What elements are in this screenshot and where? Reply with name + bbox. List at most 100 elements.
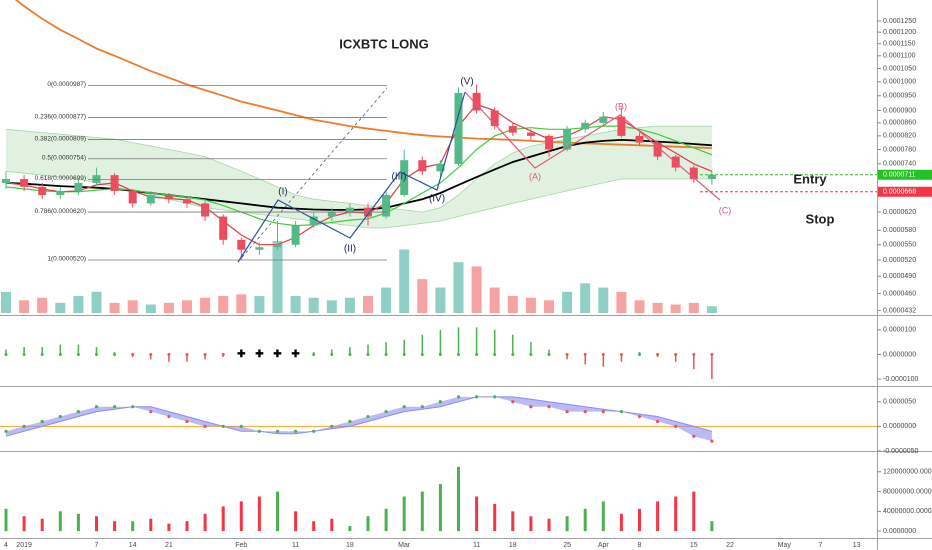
fib-label: 0.382(0.0000809) (35, 135, 86, 142)
bar-dot (149, 352, 153, 356)
bar (656, 501, 660, 532)
y-tick-label: 0.0001150 (883, 41, 916, 48)
bar-dot (493, 352, 497, 356)
volume-bar (182, 300, 192, 313)
volume-bar (145, 304, 156, 313)
indicator-line (5, 125, 713, 227)
y-tick-label: 0.0000490 (883, 273, 916, 280)
macd-dot (420, 405, 424, 409)
bar-dot (58, 352, 62, 356)
bar-cross: ✚ (237, 349, 246, 360)
bar (638, 508, 641, 532)
fib-label: 0.786(0.0000620) (35, 208, 86, 215)
candle-body (508, 126, 517, 133)
wave-label: (I) (278, 187, 287, 198)
macd-dot (366, 414, 370, 419)
macd-dot (438, 400, 442, 404)
y-tick-label: 0.0000950 (883, 93, 916, 100)
signal-line (5, 396, 713, 437)
x-tick-label: 11 (473, 542, 480, 549)
wave-label: (II) (344, 244, 356, 255)
y-tick-label: 80000000.0000000 (883, 488, 932, 495)
indicator-line (5, 103, 713, 246)
macd-dot (294, 429, 298, 433)
x-tick-label: 18 (346, 542, 354, 549)
y-tick-label: 0.0000520 (883, 257, 916, 264)
candle-body (201, 203, 210, 217)
macd-dot (674, 424, 678, 428)
bar-dot (113, 352, 117, 356)
candle-body (707, 174, 716, 180)
fib-trend-line (237, 87, 388, 263)
candle-body (273, 244, 282, 248)
y-tick-label: 0.0000100 (883, 327, 916, 334)
candle-body (2, 179, 10, 183)
macd-dot (547, 405, 551, 409)
cloud (6, 126, 712, 228)
macd-dot (185, 419, 189, 424)
volume-bar (19, 300, 30, 313)
y-tick-label: 0.0000780 (883, 146, 916, 153)
candle-body (436, 163, 445, 172)
macd-dot (131, 405, 135, 409)
macd-dot (113, 405, 117, 409)
bar-dot (221, 352, 225, 356)
bar (457, 466, 460, 532)
bar (493, 503, 497, 532)
candle-body (327, 212, 336, 217)
macd-dot (330, 424, 334, 428)
bar-dot (710, 352, 714, 356)
y-tick-label: 0.0000580 (883, 227, 916, 234)
y-tick-label: 0.0000550 (883, 242, 916, 249)
candle-body (382, 195, 391, 217)
x-tick-label: Apr (598, 542, 610, 549)
axes: 0.0001250 0.0001200 0.0001150 0.0001100 0.00… (4, 18, 932, 549)
bar (239, 501, 243, 532)
x-tick-label: 14 (129, 542, 137, 549)
macd-dot (221, 424, 225, 428)
candle-body (563, 129, 572, 150)
volume-bar (544, 300, 554, 313)
y-tick-label: 0.0000050 (883, 399, 916, 406)
volume-bar (55, 302, 66, 313)
x-tick-label: 2019 (16, 542, 32, 549)
volume-bar (453, 262, 464, 313)
bar (692, 491, 696, 532)
macd-dot (203, 424, 207, 428)
bar-dot (366, 352, 370, 356)
macd-dot (601, 410, 605, 414)
y-tick-label: 0.0000900 (883, 107, 916, 114)
bar-dot (402, 352, 406, 356)
bar (330, 518, 334, 532)
bar-dot (529, 352, 533, 356)
macd-dot (692, 434, 696, 438)
bar-cross: ✚ (255, 349, 264, 360)
candle-body (128, 190, 137, 204)
volume-bar (616, 291, 627, 313)
entry-label: Entry (793, 171, 827, 186)
volume-bar (127, 300, 138, 313)
candle-body (454, 92, 463, 164)
candle-body (110, 175, 119, 191)
bar (583, 508, 587, 532)
bar-dot (438, 352, 442, 356)
macd-dot (710, 439, 714, 443)
bar-dot (420, 352, 424, 356)
bar-dot (475, 352, 479, 356)
bar (511, 511, 515, 532)
volume-bar (580, 283, 591, 313)
main-pane (1, 0, 717, 313)
bar (366, 516, 370, 532)
macd-dot (22, 424, 26, 428)
cloud-upper (5, 125, 712, 213)
volume-bar (363, 296, 373, 313)
candle-body (545, 135, 553, 150)
bar (565, 516, 569, 532)
bar-dot (203, 352, 207, 356)
x-tick-label: 21 (165, 542, 173, 549)
bar (619, 513, 623, 532)
candle-body (38, 186, 47, 196)
bar-dot (95, 352, 98, 356)
bar (149, 518, 153, 532)
